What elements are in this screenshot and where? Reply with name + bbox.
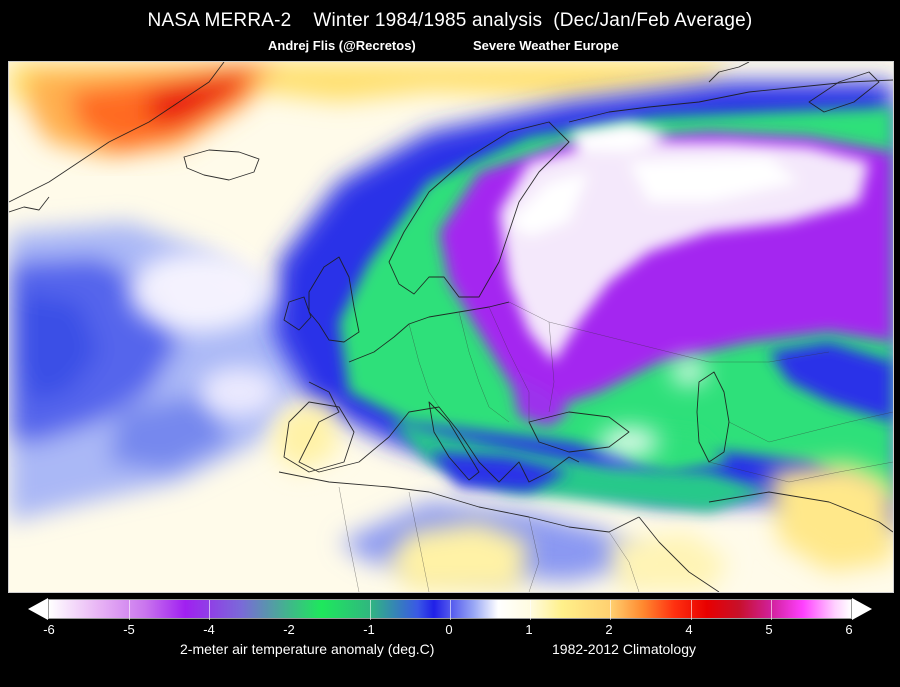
eurasia-cold-core bbox=[499, 122, 869, 362]
colorbar-gradient bbox=[48, 599, 852, 620]
tick-label: -5 bbox=[123, 622, 135, 637]
map-title: NASA MERRA-2 Winter 1984/1985 analysis (… bbox=[147, 10, 753, 31]
north-africa-warm bbox=[274, 402, 893, 592]
tick-label: 5 bbox=[765, 622, 773, 637]
tick-label: -2 bbox=[283, 622, 295, 637]
colorbar bbox=[28, 598, 872, 620]
anomaly-map bbox=[8, 61, 894, 593]
colorbar-tick bbox=[369, 600, 371, 620]
colorbar-tick bbox=[129, 600, 131, 620]
organization-credit: Severe Weather Europe bbox=[473, 38, 619, 53]
colorbar-tick bbox=[530, 600, 532, 620]
colorbar-tick bbox=[770, 600, 772, 620]
colorbar-label: 2-meter air temperature anomaly (deg.C) bbox=[180, 641, 435, 657]
colorbar-tick bbox=[209, 600, 211, 620]
tick-label: 0 bbox=[445, 622, 453, 637]
colorbar-right-arrow-icon bbox=[852, 598, 872, 620]
tick-label: 4 bbox=[685, 622, 693, 637]
anomaly-field bbox=[9, 62, 893, 592]
tick-label: -6 bbox=[43, 622, 55, 637]
neutral-patches bbox=[129, 252, 707, 456]
colorbar-tick bbox=[690, 600, 692, 620]
southern-lobes bbox=[429, 342, 893, 492]
tick-label: 1 bbox=[525, 622, 533, 637]
colorbar-tick bbox=[610, 600, 612, 620]
climatology-label: 1982-2012 Climatology bbox=[552, 641, 696, 657]
greenland-warm-anomaly bbox=[9, 62, 729, 157]
tick-label: -1 bbox=[363, 622, 375, 637]
borders bbox=[338, 301, 893, 592]
colorbar-left-arrow-icon bbox=[28, 598, 48, 620]
tick-label: 6 bbox=[845, 622, 853, 637]
author-credit: Andrej Flis (@Recretos) bbox=[268, 38, 416, 53]
tick-label: 2 bbox=[605, 622, 613, 637]
colorbar-tick bbox=[450, 600, 451, 620]
coastlines bbox=[9, 62, 893, 592]
tick-label: -4 bbox=[203, 622, 215, 637]
